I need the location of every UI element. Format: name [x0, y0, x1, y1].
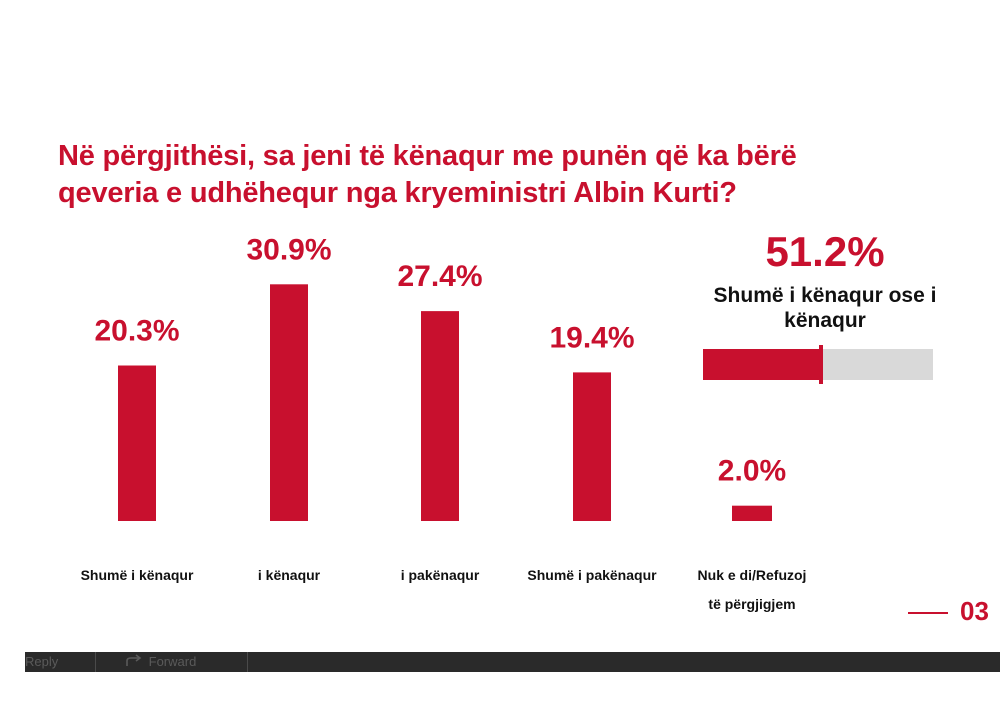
category-label-5: Nuk e di/Refuzoj të përgjigjem	[698, 567, 807, 612]
reply-button[interactable]: Reply	[25, 654, 59, 669]
page-number-dash	[908, 612, 948, 614]
bar-5	[732, 505, 772, 521]
summary-label: Shumë i kënaqur ose i kënaqur	[713, 284, 937, 332]
category-label-1: Shumë i kënaqur	[81, 567, 194, 583]
summary-progress-bar	[703, 345, 933, 384]
bar-2	[270, 284, 308, 521]
summary-progress-fill	[703, 349, 821, 380]
forward-arrow-icon	[126, 654, 142, 666]
summary-value: 51.2%	[765, 228, 885, 275]
forward-label: Forward	[148, 654, 197, 669]
toolbar-divider	[247, 652, 248, 672]
category-label-3: i pakënaqur	[401, 567, 480, 583]
value-label-1: 20.3%	[94, 315, 179, 348]
bar-3	[421, 311, 459, 521]
category-label-4: Shumë i pakënaqur	[527, 567, 657, 583]
page-number: 03	[960, 596, 989, 626]
bottom-toolbar: Reply Forward	[25, 652, 1000, 672]
toolbar-divider	[95, 652, 96, 672]
value-label-5: 2.0%	[718, 455, 786, 488]
value-label-4: 19.4%	[549, 321, 634, 354]
value-label-3: 27.4%	[397, 260, 482, 293]
forward-button[interactable]: Forward	[125, 654, 196, 669]
category-label-2: i kënaqur	[258, 567, 321, 583]
bar-1	[118, 365, 156, 521]
bar-4	[573, 372, 611, 521]
summary-progress-marker	[818, 345, 823, 384]
value-label-2: 30.9%	[246, 233, 331, 266]
chart-title: Në përgjithësi, sa jeni të kënaqur me pu…	[58, 140, 797, 209]
